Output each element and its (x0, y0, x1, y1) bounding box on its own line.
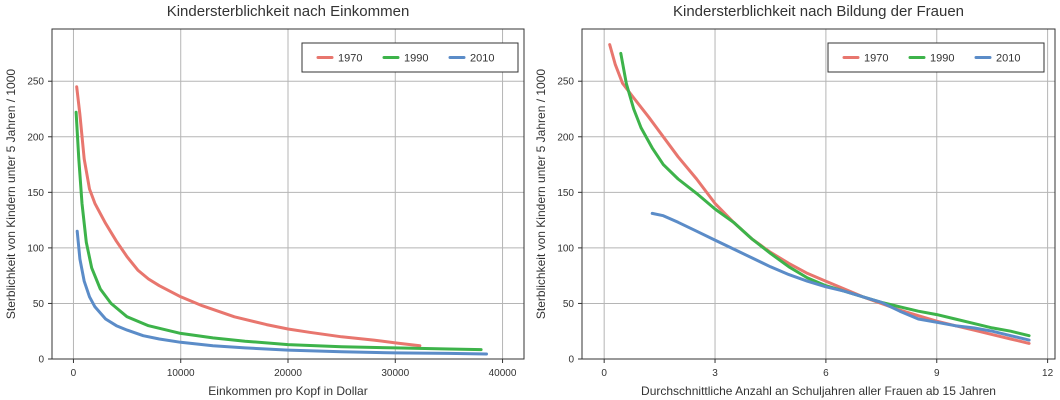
c1-plot-frame (581, 28, 1056, 360)
c0-x-tick-label-4: 40000 (489, 368, 517, 379)
c1-legend-label-1970: 1970 (864, 53, 888, 65)
c0-x-axis-label: Einkommen pro Kopf in Dollar (208, 384, 367, 398)
c1-y-tick-label-0: 0 (568, 355, 574, 366)
c0-series-line-2010 (75, 229, 488, 356)
c1-legend-label-1990: 1990 (930, 53, 954, 65)
c0-x-tick-label-0: 0 (71, 368, 77, 379)
c1-x-tick-label-2: 6 (823, 368, 829, 379)
c1-legend-box (827, 42, 1045, 73)
c1-series-line-2010 (650, 211, 1031, 342)
c0-y-tick-label-0: 0 (38, 355, 44, 366)
c1-x-tick-label-1: 3 (712, 368, 718, 379)
c0-x-tick-label-1: 10000 (167, 368, 195, 379)
chart-education-svg: Kindersterblichkeit nach Bildung der Fra… (534, 3, 1056, 398)
c1-legend: 1970 1990 2010 (827, 42, 1045, 73)
chart-income: Kindersterblichkeit nach Einkommen 0 10000… (4, 3, 525, 398)
c0-legend-label-1970: 1970 (338, 53, 362, 65)
c1-x-tick-label-4: 12 (1042, 368, 1054, 379)
c1-legend-label-2010: 2010 (996, 53, 1020, 65)
c1-series-line-1990 (619, 51, 1031, 338)
chart-education: Kindersterblichkeit nach Bildung der Fra… (530, 0, 1060, 400)
c0-x-tick-label-3: 30000 (381, 368, 409, 379)
c0-legend-box (301, 42, 519, 73)
c1-y-tick-label-3: 150 (557, 188, 574, 199)
c1-y-tick-label-2: 100 (557, 243, 574, 254)
c0-legend-label-1990: 1990 (404, 53, 428, 65)
c0-y-tick-label-5: 250 (27, 77, 44, 88)
c1-chart-title: Kindersterblichkeit nach Bildung der Fra… (673, 3, 964, 20)
chart-income-svg: Kindersterblichkeit nach Einkommen 0 10000… (4, 3, 525, 398)
c1-y-tick-label-1: 50 (563, 299, 575, 310)
c0-y-tick-label-3: 150 (27, 188, 44, 199)
c0-grid (52, 29, 524, 360)
c0-series-line-1990 (74, 110, 483, 352)
c1-x-tick-label-0: 0 (601, 368, 607, 379)
c0-y-tick-label-4: 200 (27, 132, 44, 143)
c1-x-axis-label: Durchschnittliche Anzahl an Schuljahren … (641, 384, 996, 398)
c1-y-axis-label: Sterblichkeit von Kindern unter 5 Jahren… (534, 69, 548, 319)
c1-grid (582, 29, 1055, 360)
c1-series-line-1970 (608, 43, 1031, 345)
c0-y-axis-label: Sterblichkeit von Kindern unter 5 Jahren… (4, 69, 18, 319)
c1-x-tick-label-3: 9 (934, 368, 940, 379)
c0-series-line-1970 (75, 85, 422, 348)
c0-legend: 1970 1990 2010 (301, 42, 519, 73)
c1-y-tick-label-4: 200 (557, 132, 574, 143)
c1-y-tick-label-5: 250 (557, 77, 574, 88)
c0-x-tick-label-2: 20000 (274, 368, 302, 379)
c0-y-tick-label-2: 100 (27, 243, 44, 254)
c0-y-tick-label-1: 50 (33, 299, 45, 310)
c0-chart-title: Kindersterblichkeit nach Einkommen (167, 3, 410, 20)
c0-legend-label-2010: 2010 (470, 53, 494, 65)
